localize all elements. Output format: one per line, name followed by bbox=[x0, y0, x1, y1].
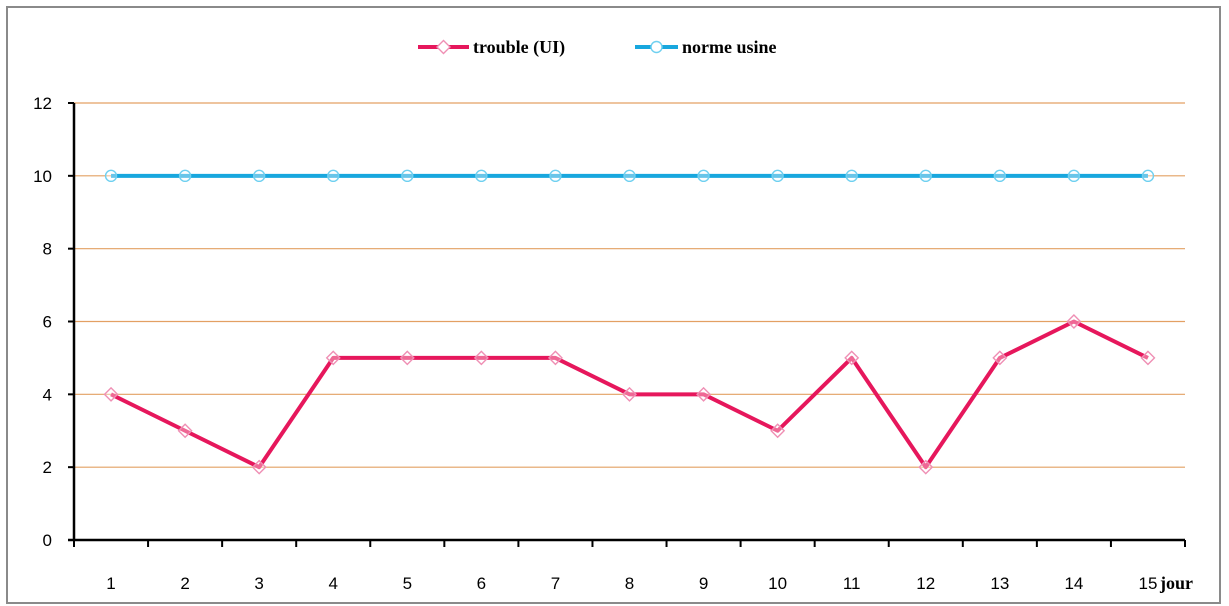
axes bbox=[68, 103, 1185, 542]
data-point-diamond bbox=[622, 386, 637, 402]
y-tick-label: 12 bbox=[33, 94, 52, 113]
y-tick-label: 6 bbox=[43, 313, 52, 332]
data-point-circle bbox=[178, 169, 192, 183]
x-axis-title: jour bbox=[1159, 573, 1193, 593]
legend-marker-circle bbox=[650, 40, 663, 54]
data-point-circle bbox=[549, 169, 562, 183]
x-tick-label: 11 bbox=[843, 574, 861, 593]
gridlines bbox=[74, 102, 1185, 468]
data-point-diamond bbox=[177, 423, 193, 439]
data-point-circle bbox=[919, 169, 932, 183]
x-tick-label: 5 bbox=[403, 574, 412, 593]
data-point-diamond bbox=[473, 350, 489, 366]
data-point-circle bbox=[327, 169, 340, 183]
data-point-circle bbox=[771, 169, 784, 183]
x-tick-label: 9 bbox=[699, 574, 708, 593]
data-point-circle bbox=[475, 169, 488, 183]
data-point-diamond bbox=[918, 459, 934, 475]
data-point-circle bbox=[845, 169, 858, 183]
data-point-circle bbox=[104, 169, 118, 183]
data-point-diamond bbox=[251, 459, 267, 475]
data-point-circle bbox=[401, 169, 414, 183]
legend-label: norme usine bbox=[682, 37, 777, 57]
y-tick-label: 8 bbox=[43, 240, 52, 259]
x-tick-label: 10 bbox=[768, 574, 787, 593]
y-tick-label: 0 bbox=[43, 531, 52, 550]
legend-marker-diamond bbox=[436, 39, 451, 55]
y-tick-label: 10 bbox=[33, 167, 52, 186]
chart-frame bbox=[6, 6, 1221, 604]
data-point-diamond bbox=[844, 350, 860, 366]
data-point-diamond bbox=[696, 386, 712, 402]
legend: trouble (UI) norme usine bbox=[418, 37, 777, 58]
data-point-diamond bbox=[547, 350, 563, 366]
data-point-circle bbox=[252, 169, 266, 183]
data-point-circle bbox=[1141, 169, 1155, 183]
data-point-diamond bbox=[103, 386, 119, 402]
x-tick-label: 13 bbox=[990, 574, 1009, 593]
data-point-diamond bbox=[992, 350, 1008, 366]
data-point-circle bbox=[623, 169, 636, 183]
x-tick-label: 6 bbox=[477, 574, 486, 593]
x-tick-label: 1 bbox=[106, 574, 115, 593]
data-point-circle bbox=[993, 169, 1007, 183]
data-point-diamond bbox=[1140, 350, 1156, 366]
x-tick-label: 8 bbox=[625, 574, 634, 593]
x-tick-label: 2 bbox=[180, 574, 189, 593]
data-point-diamond bbox=[399, 350, 415, 366]
data-point-diamond bbox=[325, 350, 341, 366]
legend-label: trouble (UI) bbox=[473, 37, 565, 58]
y-tick-label: 4 bbox=[43, 385, 52, 404]
x-tick-label: 7 bbox=[551, 574, 560, 593]
series-line-0 bbox=[110, 319, 1149, 470]
x-tick-label: 14 bbox=[1064, 574, 1083, 593]
x-tick-label: 3 bbox=[254, 574, 263, 593]
data-point-diamond bbox=[1066, 314, 1082, 329]
x-axis-ticks: 1 2 3 4 5 6 7 8 9 10 11 12 13 14 15 bbox=[73, 540, 1186, 593]
data-point-circle bbox=[1067, 169, 1081, 183]
x-tick-label: 12 bbox=[916, 574, 935, 593]
x-tick-label: 15 bbox=[1139, 574, 1158, 593]
y-axis-ticks: 0 2 4 6 8 10 12 bbox=[33, 94, 74, 550]
x-tick-label: 4 bbox=[328, 574, 337, 593]
y-tick-label: 2 bbox=[43, 458, 52, 477]
series-layer bbox=[103, 169, 1156, 475]
data-point-diamond bbox=[770, 423, 786, 439]
data-point-circle bbox=[697, 169, 710, 183]
